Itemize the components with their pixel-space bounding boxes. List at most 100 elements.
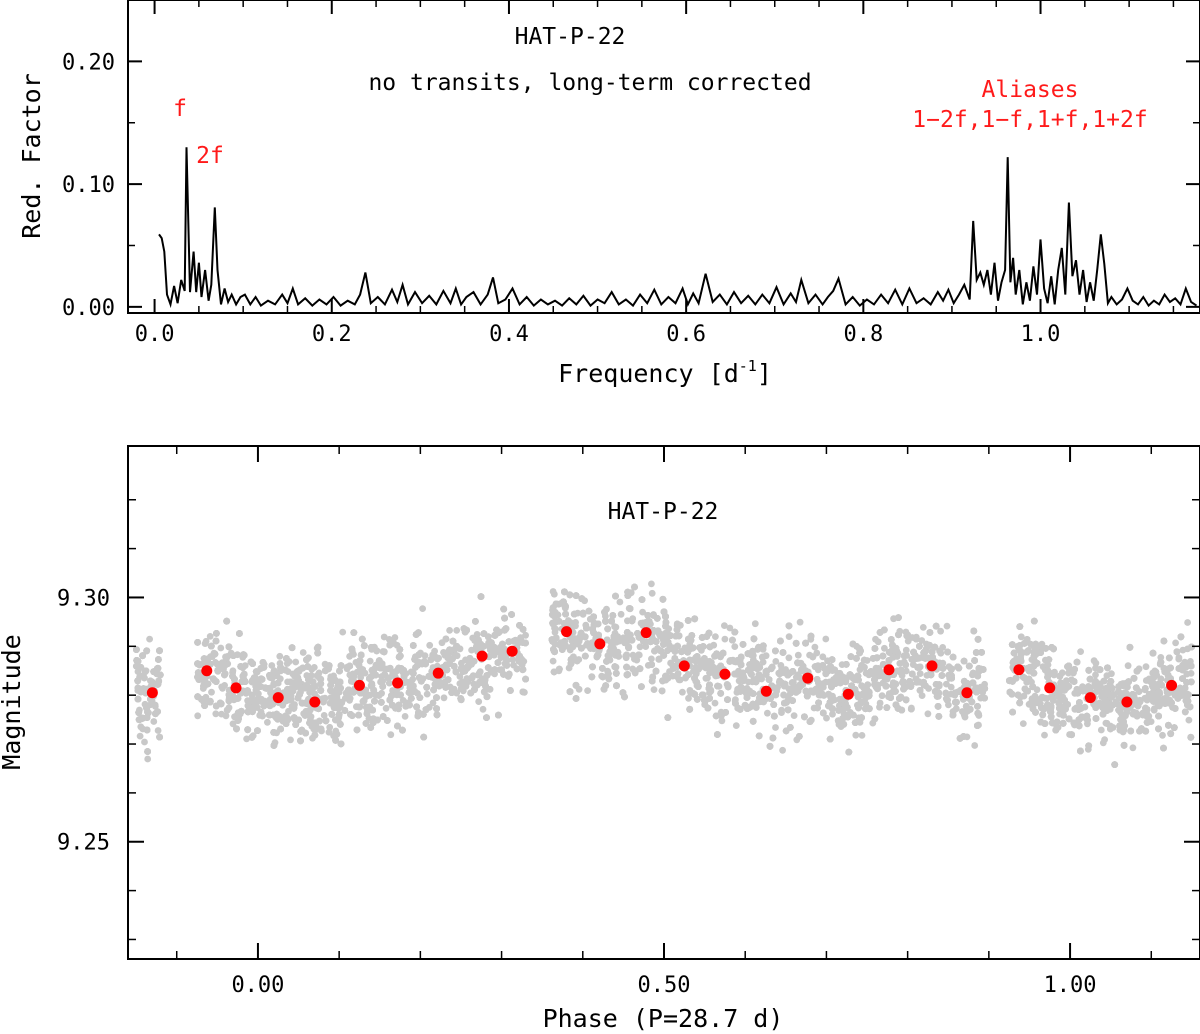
observation-point xyxy=(387,731,395,739)
periodogram-x-tick-label: 0.4 xyxy=(489,322,529,347)
observation-point xyxy=(1159,731,1166,739)
observation-point xyxy=(726,624,734,632)
observation-point xyxy=(264,718,271,726)
observation-point xyxy=(229,667,237,675)
periodogram-x-tick-label: 0.0 xyxy=(135,322,175,347)
observation-point xyxy=(711,699,719,707)
observation-point xyxy=(751,620,759,628)
periodogram-series-line xyxy=(158,147,1198,309)
observation-point xyxy=(208,688,215,696)
observation-point xyxy=(918,692,926,699)
observation-point xyxy=(617,610,625,618)
observation-point xyxy=(325,728,333,736)
observation-point xyxy=(423,690,431,698)
observation-point xyxy=(924,710,932,718)
observation-point xyxy=(772,724,779,731)
observation-point xyxy=(918,637,926,644)
observation-point xyxy=(650,686,658,693)
observation-point xyxy=(201,640,209,647)
observation-point xyxy=(1129,744,1137,752)
observation-point xyxy=(1184,619,1191,626)
observation-point xyxy=(876,703,883,711)
observation-point xyxy=(1019,720,1027,727)
observation-point xyxy=(1099,739,1107,747)
observation-point xyxy=(1092,659,1100,667)
periodogram-y-tick-label: 0.10 xyxy=(62,173,115,198)
observation-point xyxy=(771,691,779,699)
observation-point xyxy=(732,722,740,729)
annotation-2f: 2f xyxy=(196,143,224,169)
observation-point xyxy=(217,644,225,652)
observation-point xyxy=(878,692,886,700)
observation-point xyxy=(310,664,318,671)
observation-point xyxy=(919,624,927,631)
observation-point xyxy=(1150,706,1158,714)
observation-point xyxy=(648,580,655,588)
observation-point xyxy=(718,717,726,725)
observation-point xyxy=(772,658,780,665)
observation-point xyxy=(292,658,300,666)
observation-point xyxy=(150,718,158,725)
periodogram-x-tick-label: 0.6 xyxy=(666,322,706,347)
observation-point xyxy=(648,655,655,663)
observation-point xyxy=(1063,677,1070,685)
observation-point xyxy=(468,646,475,654)
observation-point xyxy=(779,746,786,754)
observation-point xyxy=(902,628,910,636)
observation-point xyxy=(1142,663,1150,671)
observation-point xyxy=(1113,700,1121,708)
observation-point xyxy=(391,634,399,641)
phase-plot-panel: 0.00 0.50 1.009.259.30 HAT-P-22 Phase (P=2… xyxy=(0,445,1200,1033)
observation-point xyxy=(685,694,692,702)
observation-point xyxy=(1157,654,1165,661)
observation-point xyxy=(446,627,453,634)
observation-point xyxy=(357,674,365,681)
observation-point xyxy=(453,627,461,634)
observation-point xyxy=(212,710,220,718)
observation-point xyxy=(366,657,374,665)
observation-point xyxy=(1017,633,1025,641)
observation-point xyxy=(385,679,393,687)
observation-point xyxy=(811,643,819,651)
observation-point xyxy=(881,644,888,652)
observation-point xyxy=(136,732,144,740)
observation-point xyxy=(419,605,426,612)
periodogram-x-tick-label: 0.2 xyxy=(312,322,352,347)
observation-point xyxy=(822,635,830,643)
periodogram-panel: 0.0 0.2 0.4 0.6 0.8 1.00.000.100.20 HAT-P-22 … xyxy=(17,0,1200,388)
observation-point xyxy=(1172,639,1179,647)
observation-point xyxy=(380,633,388,641)
observation-point xyxy=(382,704,390,712)
periodogram-y-tick-label: 0.00 xyxy=(62,296,115,321)
observation-point xyxy=(943,622,951,630)
observation-point xyxy=(276,652,284,660)
observation-point xyxy=(937,627,944,635)
observation-point xyxy=(426,641,434,649)
observation-point xyxy=(144,755,152,763)
observation-point xyxy=(648,589,656,597)
observation-point xyxy=(731,643,739,650)
observation-point xyxy=(1041,731,1048,739)
observation-point xyxy=(1124,662,1132,670)
observation-point xyxy=(858,732,866,739)
observation-point xyxy=(1185,716,1193,724)
observation-point xyxy=(664,647,671,655)
observation-point xyxy=(704,674,711,682)
observation-point xyxy=(902,667,910,675)
observation-point xyxy=(785,654,793,662)
observation-point xyxy=(146,635,154,643)
observation-point xyxy=(287,736,294,744)
observation-point xyxy=(401,713,409,720)
observation-point xyxy=(823,714,830,722)
observation-point xyxy=(479,705,487,713)
observation-point xyxy=(971,742,979,749)
observation-point xyxy=(1077,648,1084,655)
observation-point xyxy=(612,623,620,631)
phase-observations xyxy=(132,580,1195,768)
periodogram-frame xyxy=(127,0,1200,314)
observation-point xyxy=(268,662,276,669)
observation-point xyxy=(721,635,729,643)
observation-point xyxy=(206,633,214,640)
observation-point xyxy=(440,694,448,702)
